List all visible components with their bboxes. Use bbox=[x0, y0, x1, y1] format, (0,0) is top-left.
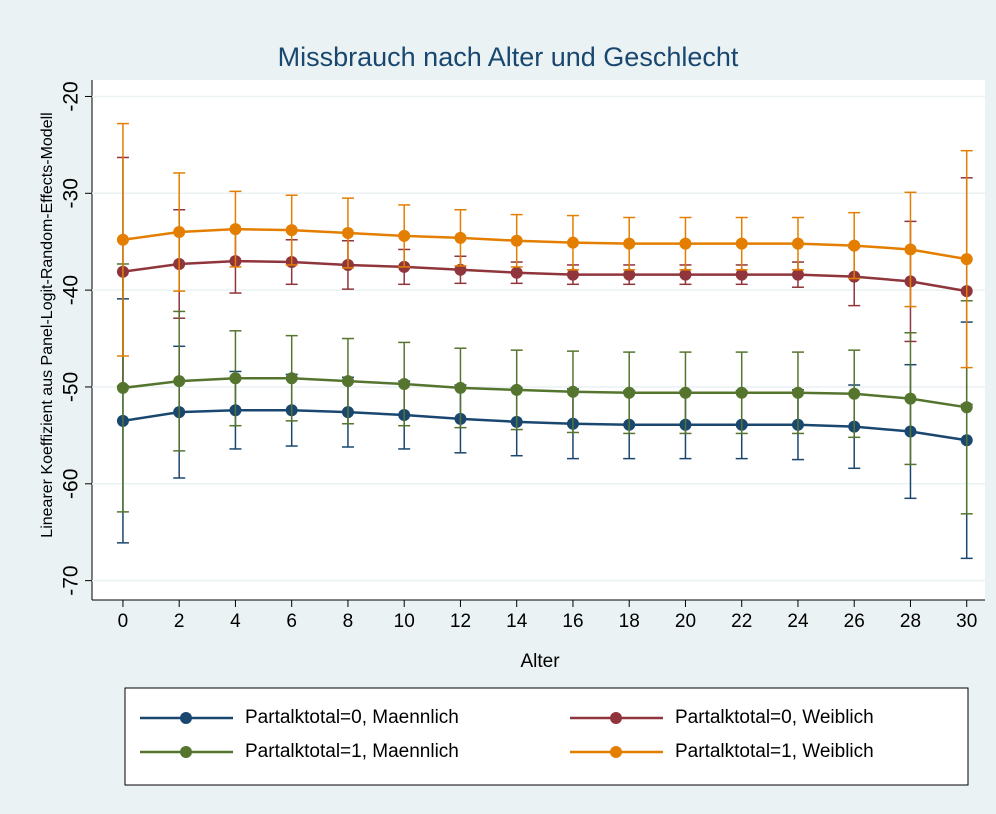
x-tick-label: 16 bbox=[562, 611, 583, 632]
point bbox=[791, 386, 804, 399]
point bbox=[173, 375, 186, 388]
point bbox=[510, 266, 523, 279]
y-tick-label: -30 bbox=[60, 178, 83, 208]
x-tick-label: 14 bbox=[506, 611, 528, 632]
point bbox=[566, 385, 579, 398]
y-tick-label: -60 bbox=[60, 469, 83, 499]
point bbox=[229, 223, 242, 236]
point bbox=[623, 237, 636, 250]
point bbox=[454, 231, 467, 244]
series-line bbox=[122, 377, 967, 409]
x-tick-label: 10 bbox=[394, 611, 415, 632]
point bbox=[848, 387, 861, 400]
point bbox=[679, 268, 692, 281]
y-tick-label: -70 bbox=[60, 565, 83, 595]
point bbox=[510, 383, 523, 396]
y-tick-label: -50 bbox=[60, 372, 83, 402]
point bbox=[848, 239, 861, 252]
point bbox=[623, 386, 636, 399]
plot-area bbox=[92, 80, 985, 600]
point bbox=[398, 229, 411, 242]
point bbox=[116, 233, 129, 246]
x-tick-label: 2 bbox=[174, 611, 185, 632]
point bbox=[566, 268, 579, 281]
series-line bbox=[122, 259, 967, 293]
x-tick-label: 30 bbox=[956, 611, 977, 632]
legend-marker bbox=[180, 712, 192, 724]
point bbox=[116, 381, 129, 394]
series-line bbox=[122, 408, 967, 442]
y-axis-label: Linearer Koeffizient aus Panel-Logit-Ran… bbox=[39, 112, 56, 537]
point bbox=[904, 243, 917, 256]
x-tick-label: 22 bbox=[731, 611, 752, 632]
y-tick-label: -20 bbox=[60, 81, 83, 111]
point bbox=[566, 236, 579, 249]
point bbox=[285, 372, 298, 385]
x-tick-label: 12 bbox=[450, 611, 471, 632]
point bbox=[679, 237, 692, 250]
point bbox=[454, 381, 467, 394]
x-tick-label: 28 bbox=[900, 611, 921, 632]
legend-label: Partalktotal=1, Maennlich bbox=[245, 741, 459, 762]
point bbox=[904, 392, 917, 405]
point bbox=[173, 226, 186, 239]
x-axis-label: Alter bbox=[520, 651, 560, 672]
x-tick-label: 4 bbox=[230, 611, 241, 632]
point bbox=[623, 268, 636, 281]
x-tick-label: 6 bbox=[286, 611, 297, 632]
point bbox=[960, 253, 973, 266]
point bbox=[341, 226, 354, 239]
point bbox=[735, 268, 748, 281]
point bbox=[398, 378, 411, 391]
legend-marker bbox=[610, 712, 622, 724]
x-tick-label: 0 bbox=[118, 611, 129, 632]
point bbox=[791, 268, 804, 281]
x-tick-label: 20 bbox=[675, 611, 696, 632]
x-tick-label: 24 bbox=[787, 611, 809, 632]
point bbox=[960, 401, 973, 414]
legend-label: Partalktotal=0, Maennlich bbox=[245, 707, 459, 728]
point bbox=[735, 237, 748, 250]
point bbox=[735, 386, 748, 399]
legend-box bbox=[124, 687, 969, 786]
y-tick-label: -40 bbox=[60, 275, 83, 305]
point bbox=[454, 263, 467, 276]
point bbox=[341, 375, 354, 388]
point bbox=[285, 224, 298, 237]
point bbox=[229, 372, 242, 385]
x-tick-label: 18 bbox=[619, 611, 640, 632]
legend-label: Partalktotal=0, Weiblich bbox=[675, 707, 874, 728]
point bbox=[679, 386, 692, 399]
chart-title: Missbrauch nach Alter und Geschlecht bbox=[278, 42, 739, 72]
x-tick-label: 8 bbox=[343, 611, 354, 632]
legend-marker bbox=[610, 746, 622, 758]
point bbox=[510, 234, 523, 247]
legend-marker bbox=[180, 746, 192, 758]
legend-label: Partalktotal=1, Weiblich bbox=[675, 741, 874, 762]
x-tick-label: 26 bbox=[844, 611, 865, 632]
series-line bbox=[122, 227, 967, 261]
point bbox=[791, 237, 804, 250]
